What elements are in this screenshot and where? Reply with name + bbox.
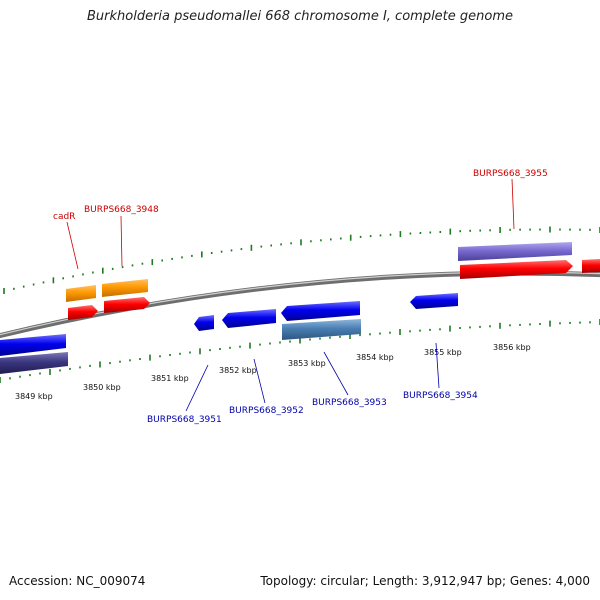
cds-feature-burps668-3948[interactable]	[104, 297, 150, 313]
leader-line-burps668-3948	[120, 215, 123, 267]
gene-feature-burps668-3953[interactable]	[282, 319, 361, 340]
leader-line-burps668-3954	[435, 342, 440, 389]
cds-feature-burps668-3954[interactable]	[410, 293, 458, 309]
kbp-label: 3852 kbp	[219, 366, 257, 375]
cds-feature-left-reverse[interactable]	[0, 334, 66, 356]
leader-line-burps668-3953	[323, 351, 349, 396]
label-burps668-3951[interactable]: BURPS668_3951	[147, 415, 222, 425]
cds-feature-burps668-3955[interactable]	[460, 260, 573, 279]
kbp-label: 3856 kbp	[493, 343, 531, 352]
kbp-label: 3849 kbp	[15, 392, 53, 401]
reverse-feature-labels: BURPS668_3951 BURPS668_3952 BURPS668_395…	[147, 342, 478, 425]
cds-feature-burps668-3953[interactable]	[281, 301, 360, 321]
gene-feature-cadr[interactable]	[66, 285, 96, 302]
gene-feature-burps668-3948[interactable]	[102, 279, 148, 297]
label-burps668-3954[interactable]: BURPS668_3954	[403, 391, 478, 401]
leader-line-burps668-3955	[511, 178, 515, 230]
label-burps668-3948[interactable]: BURPS668_3948	[84, 205, 159, 215]
cds-feature-burps668-3952[interactable]	[222, 309, 276, 328]
kbp-label: 3854 kbp	[356, 353, 394, 362]
accession-text: Accession: NC_009074	[9, 574, 146, 588]
reverse-tick-ring	[0, 319, 600, 383]
cds-feature-next-forward[interactable]	[582, 259, 600, 273]
cds-feature-burps668-3951[interactable]	[194, 315, 214, 331]
kbp-label: 3851 kbp	[151, 374, 189, 383]
kbp-label: 3850 kbp	[83, 383, 121, 392]
kbp-label: 3855 kbp	[424, 348, 462, 357]
gene-feature-left-reverse[interactable]	[0, 352, 68, 374]
gene-feature-burps668-3955[interactable]	[458, 242, 572, 261]
label-cadr[interactable]: cadR	[53, 212, 75, 222]
label-burps668-3952[interactable]: BURPS668_3952	[229, 406, 304, 416]
topology-text: Topology: circular; Length: 3,912,947 bp…	[260, 574, 590, 588]
label-burps668-3955[interactable]: BURPS668_3955	[473, 169, 548, 179]
label-burps668-3953[interactable]: BURPS668_3953	[312, 398, 387, 408]
leader-line-cadr	[66, 221, 79, 270]
map-title: Burkholderia pseudomallei 668 chromosome…	[86, 9, 514, 24]
reverse-strand-features	[0, 293, 458, 374]
kbp-scale-labels: 3849 kbp 3850 kbp 3851 kbp 3852 kbp 3853…	[15, 343, 531, 401]
forward-feature-labels: cadR BURPS668_3948 BURPS668_3955	[53, 169, 548, 270]
kbp-label: 3853 kbp	[288, 359, 326, 368]
cds-feature-cadr[interactable]	[68, 305, 98, 320]
leader-line-burps668-3951	[185, 364, 209, 412]
forward-tick-ring	[3, 226, 600, 294]
leader-line-burps668-3952	[253, 358, 266, 404]
forward-strand-features	[66, 242, 600, 320]
